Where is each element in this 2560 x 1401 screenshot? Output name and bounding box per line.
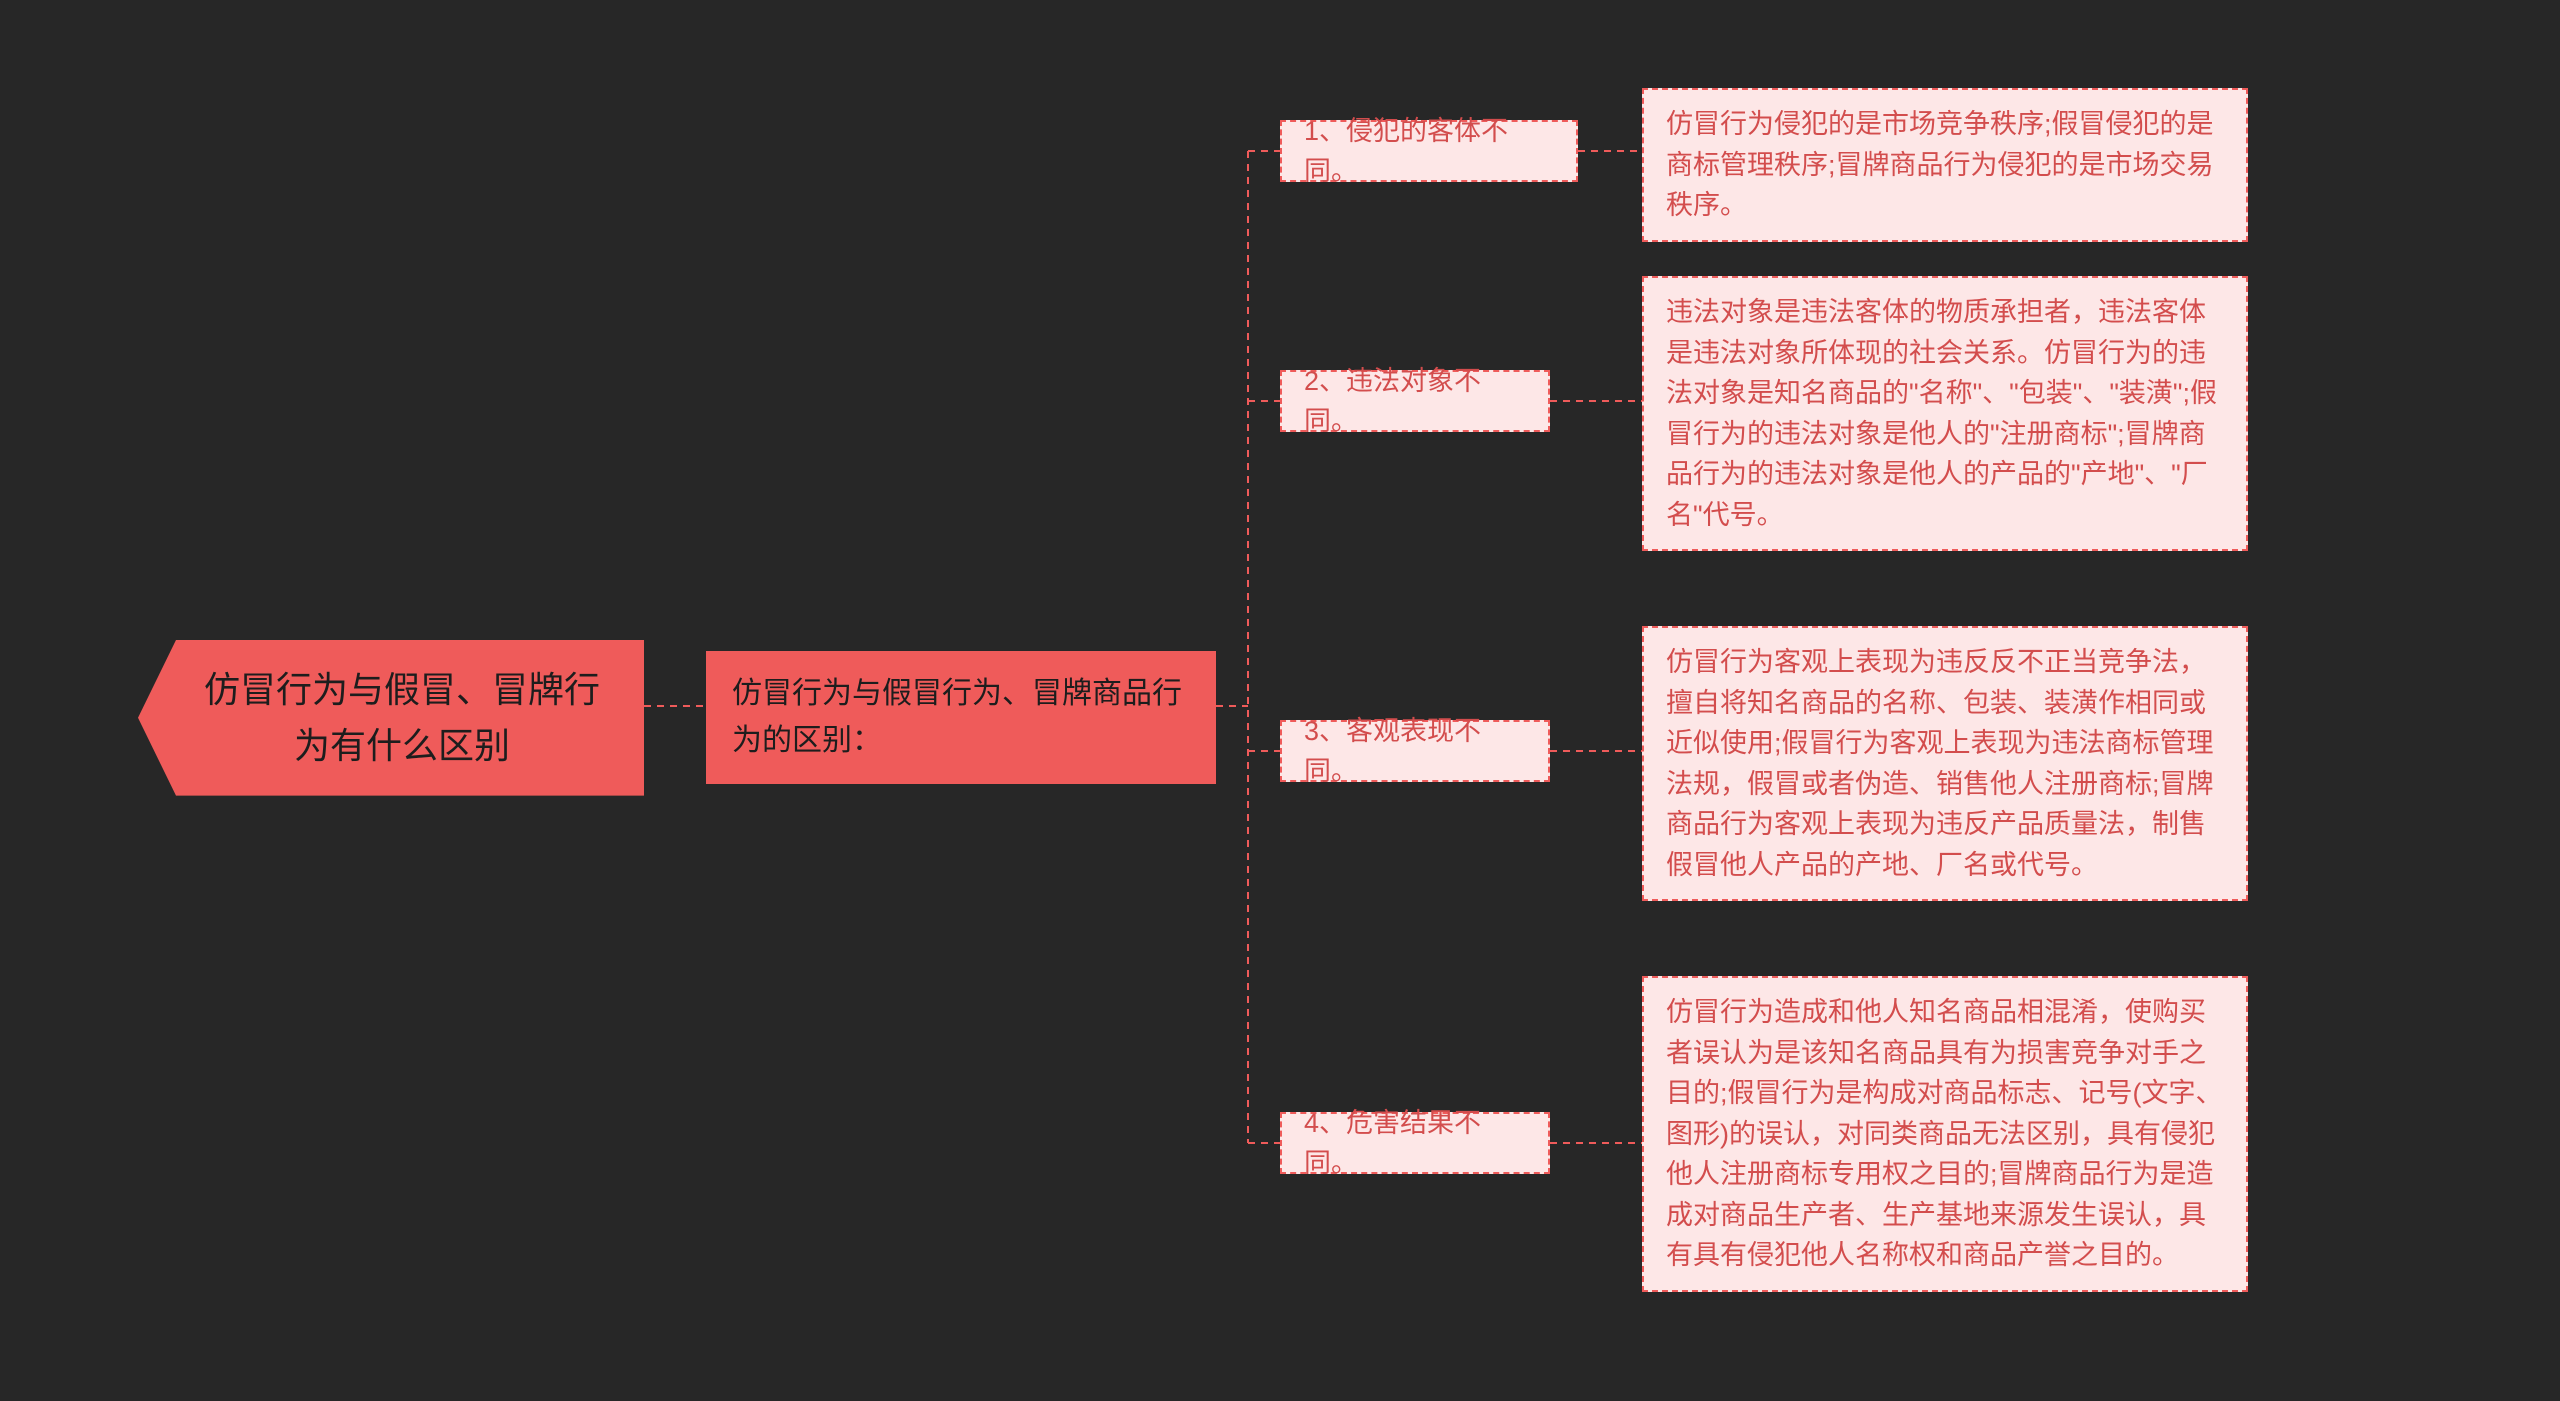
item-4-number: 4、危害结果不同。	[1280, 1112, 1550, 1174]
item-2-number: 2、违法对象不同。	[1280, 370, 1550, 432]
item-desc-text: 仿冒行为客观上表现为违反反不正当竞争法，擅自将知名商品的名称、包装、装潢作相同或…	[1666, 647, 2214, 880]
item-number-label: 1、侵犯的客体不同。	[1304, 111, 1554, 192]
item-number-label: 4、危害结果不同。	[1304, 1103, 1526, 1184]
item-1-desc: 仿冒行为侵犯的是市场竞争秩序;假冒侵犯的是商标管理秩序;冒牌商品行为侵犯的是市场…	[1642, 88, 2248, 242]
mindmap-canvas: 仿冒行为与假冒、冒牌行为有什么区别 仿冒行为与假冒行为、冒牌商品行为的区别： 1…	[0, 0, 2560, 1401]
item-3-number: 3、客观表现不同。	[1280, 720, 1550, 782]
level2-label: 仿冒行为与假冒行为、冒牌商品行为的区别：	[732, 677, 1182, 757]
item-1-number: 1、侵犯的客体不同。	[1280, 120, 1578, 182]
item-number-label: 2、违法对象不同。	[1304, 361, 1526, 442]
item-desc-text: 仿冒行为侵犯的是市场竞争秩序;假冒侵犯的是商标管理秩序;冒牌商品行为侵犯的是市场…	[1666, 109, 2214, 220]
item-2-desc: 违法对象是违法客体的物质承担者，违法客体是违法对象所体现的社会关系。仿冒行为的违…	[1642, 276, 2248, 551]
item-number-label: 3、客观表现不同。	[1304, 711, 1526, 792]
item-desc-text: 仿冒行为造成和他人知名商品相混淆，使购买者误认为是该知名商品具有为损害竞争对手之…	[1666, 997, 2223, 1270]
level2-node: 仿冒行为与假冒行为、冒牌商品行为的区别：	[706, 651, 1216, 784]
root-node: 仿冒行为与假冒、冒牌行为有什么区别	[138, 640, 644, 796]
root-label: 仿冒行为与假冒、冒牌行为有什么区别	[204, 669, 600, 766]
item-4-desc: 仿冒行为造成和他人知名商品相混淆，使购买者误认为是该知名商品具有为损害竞争对手之…	[1642, 976, 2248, 1292]
item-desc-text: 违法对象是违法客体的物质承担者，违法客体是违法对象所体现的社会关系。仿冒行为的违…	[1666, 297, 2217, 530]
item-3-desc: 仿冒行为客观上表现为违反反不正当竞争法，擅自将知名商品的名称、包装、装潢作相同或…	[1642, 626, 2248, 901]
